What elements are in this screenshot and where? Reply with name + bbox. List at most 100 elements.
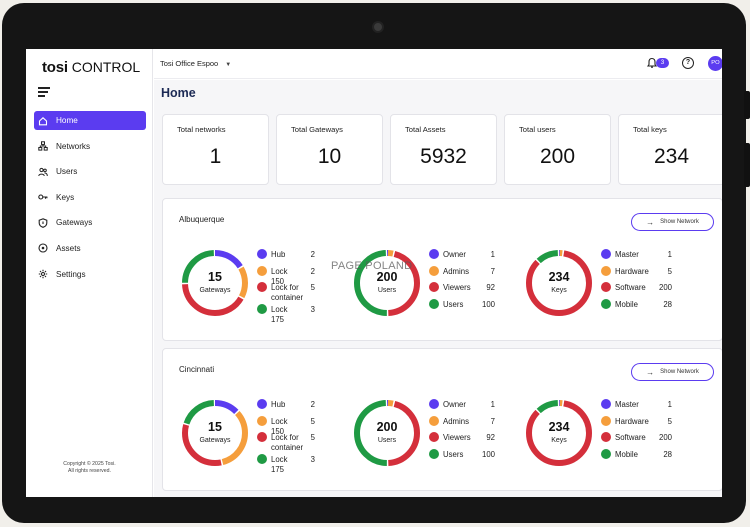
legend-label: Mobile — [615, 449, 638, 459]
show-network-button[interactable]: → Show Network — [631, 213, 714, 231]
legend-value: 28 — [663, 449, 672, 459]
legend-label: Admins — [443, 416, 469, 426]
sidebar-item-keys[interactable]: Keys — [34, 188, 146, 207]
sidebar-item-users[interactable]: Users — [34, 162, 146, 181]
legend-dot — [601, 249, 611, 259]
donut-segment — [354, 250, 420, 316]
network-icon — [38, 141, 48, 151]
donut-total: 234 — [548, 270, 570, 284]
sidebar-item-label: Home — [56, 116, 78, 125]
sidebar-item-label: Networks — [56, 141, 91, 151]
legend-value: 5 — [667, 266, 672, 276]
legend-value: 5 — [310, 416, 315, 426]
stat-value: 5932 — [420, 145, 467, 168]
network-card: Cincinnati → Show Network 15 Gateways Hub 2 Loc… — [162, 348, 722, 491]
main-content: Home Total networks 1 Total Gateways 10 Tota… — [154, 80, 722, 497]
asset-icon — [38, 243, 48, 254]
sidebar-item-settings[interactable]: Settings — [34, 265, 146, 284]
donut-segment — [182, 250, 248, 316]
legend-value: 5 — [310, 433, 315, 442]
shield-icon — [38, 218, 48, 228]
legend-value: 100 — [481, 299, 495, 309]
org-selector[interactable]: Tosi Office Espoo ▼ — [160, 59, 232, 68]
legend-value: 100 — [481, 449, 495, 459]
legend-value: 3 — [310, 305, 315, 314]
avatar[interactable]: PO — [708, 56, 722, 71]
stat-card: Total users 200 — [504, 114, 611, 185]
legend-label: Lock 175 — [271, 305, 288, 324]
help-icon[interactable]: ? — [682, 57, 694, 69]
stat-value: 200 — [539, 145, 576, 168]
stat-label: Total users — [519, 125, 556, 134]
legend-label: Hardware — [615, 416, 649, 426]
donut-segment — [354, 250, 420, 316]
top-bar: Tosi Office Espoo ▼ 3 ? PO — [154, 49, 722, 79]
legend-label: Mobile — [615, 299, 638, 309]
keys-donut: 234 Keys — [523, 397, 595, 469]
legend-value: 3 — [310, 455, 315, 464]
stat-card: Total networks 1 — [162, 114, 269, 185]
app-screen: tosi CONTROL Home Networks Users Keys Gatewa… — [26, 49, 722, 497]
page-title: Home — [161, 86, 196, 100]
legend-label: Lock 150 — [271, 266, 288, 286]
legend-label: Owner — [443, 400, 466, 409]
chevron-down-icon: ▼ — [225, 62, 232, 68]
stat-value: 1 — [209, 145, 222, 168]
sidebar-item-home[interactable]: Home — [34, 111, 146, 130]
sidebar-item-assets[interactable]: Assets — [34, 239, 146, 258]
legend-dot — [601, 448, 611, 459]
users-icon — [38, 167, 48, 177]
stat-value: 234 — [653, 145, 690, 168]
legend-dot — [601, 265, 611, 276]
legend-label: Owner — [443, 250, 466, 259]
legend-dot — [429, 249, 439, 259]
menu-toggle-icon[interactable] — [38, 87, 50, 99]
app-logo: tosi CONTROL — [42, 59, 141, 76]
legend-dot — [257, 304, 267, 314]
legend-value: 5 — [667, 416, 672, 426]
stat-card: Total Gateways 10 — [276, 114, 383, 185]
legend-value: 2 — [310, 250, 315, 259]
legend-label: Viewers — [443, 433, 471, 442]
legend-label: Hub — [271, 250, 286, 259]
sidebar-item-label: Assets — [56, 243, 81, 253]
donut-label: Users — [377, 437, 397, 444]
legend-value: 1 — [490, 250, 495, 259]
legend-value: 7 — [490, 266, 495, 276]
show-network-button[interactable]: → Show Network — [631, 363, 714, 381]
show-network-label: Show Network — [660, 219, 699, 225]
donut-segment — [526, 400, 592, 466]
sidebar-item-gateways[interactable]: Gateways — [34, 213, 146, 232]
donut-total: 200 — [376, 420, 398, 434]
donut-label: Gateways — [199, 287, 231, 294]
sidebar-item-networks[interactable]: Networks — [34, 137, 146, 156]
donut-segment — [182, 400, 248, 466]
legend-value: 1 — [667, 250, 672, 259]
legend-value: 7 — [490, 416, 495, 426]
camera-icon — [372, 21, 384, 33]
legend-value: 1 — [667, 400, 672, 409]
copyright: Copyright © 2025 Tosi. All rights reserv… — [63, 461, 116, 474]
legend-dot — [429, 399, 439, 409]
donut-total: 15 — [208, 420, 222, 434]
sidebar-item-label: Users — [56, 167, 78, 177]
gear-icon — [38, 269, 48, 279]
donut-segment — [182, 250, 248, 316]
legend-label: Hardware — [615, 266, 649, 276]
stat-card: Total Assets 5932 — [390, 114, 497, 185]
show-network-label: Show Network — [660, 369, 699, 375]
legend-dot — [429, 282, 439, 292]
legend-dot — [429, 415, 439, 426]
donut-label: Users — [377, 287, 397, 294]
legend-value: 5 — [310, 283, 315, 292]
stat-label: Total networks — [177, 125, 226, 134]
legend-label: Master — [615, 400, 639, 409]
legend-value: 92 — [486, 433, 495, 442]
bell-icon[interactable] — [646, 57, 658, 69]
legend-value: 92 — [486, 283, 495, 292]
legend-label: Admins — [443, 266, 469, 276]
gateways-donut: 15 Gateways — [179, 397, 251, 469]
side-button — [744, 91, 750, 119]
legend-dot — [257, 249, 267, 259]
legend-label: Users — [443, 299, 464, 309]
